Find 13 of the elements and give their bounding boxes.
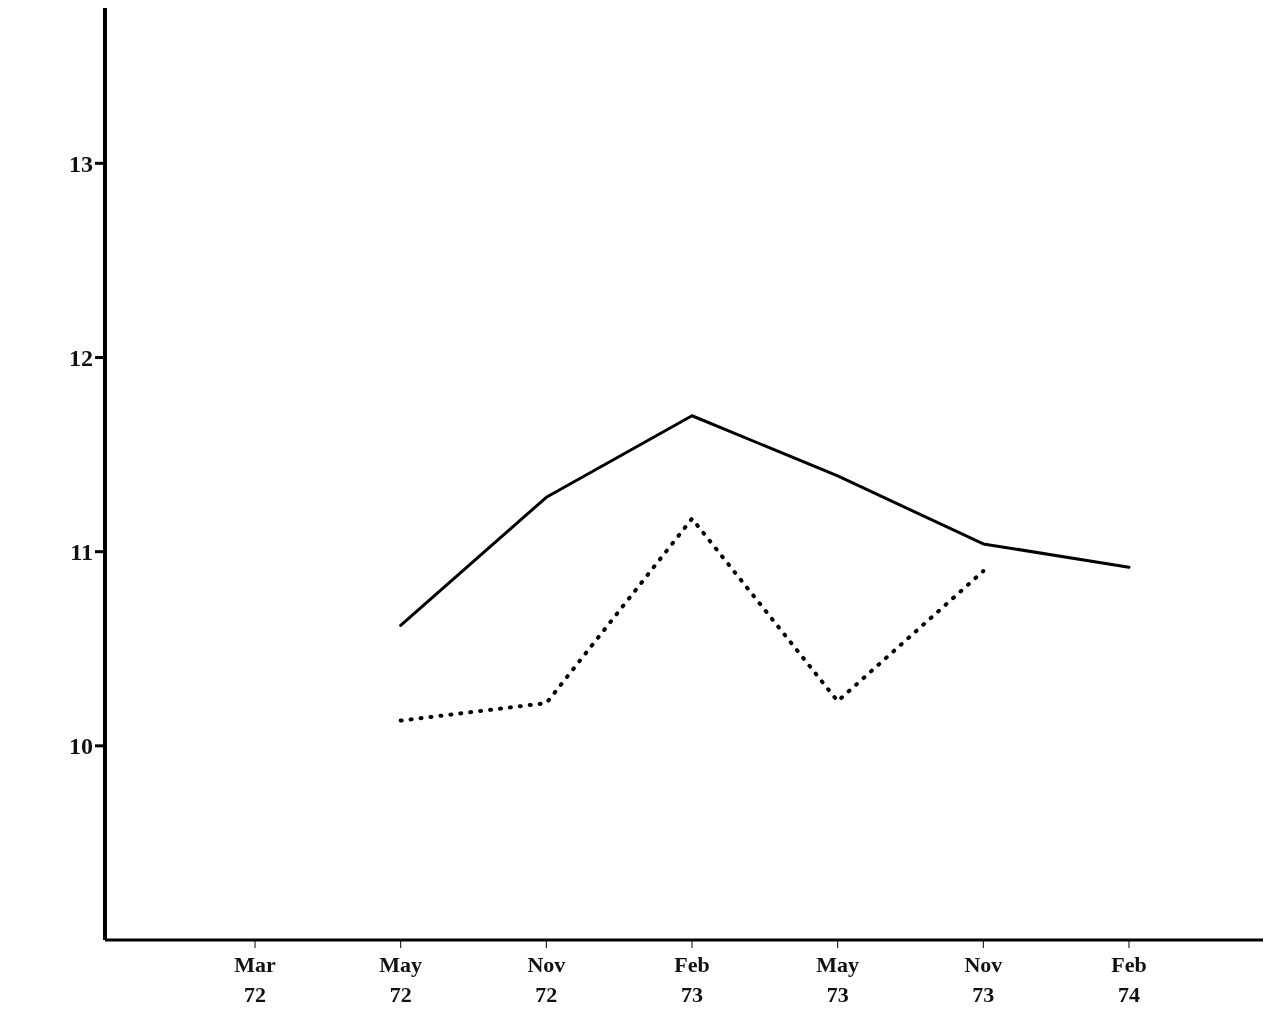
y-tick-label: 10 [69,733,93,760]
line-series [399,414,1131,627]
y-tick-label: 13 [69,150,93,177]
x-tick-label: May 73 [816,952,860,1007]
line-series [398,516,986,723]
x-tick-label: Feb 74 [1111,952,1147,1007]
x-tick-label: Mar 72 [234,952,277,1007]
x-tick-label: May 72 [379,952,423,1007]
y-tick-label: 11 [70,539,93,566]
x-tick-label: Feb 73 [674,952,710,1007]
x-tick-label: Nov 72 [527,952,566,1007]
y-tick-label: 12 [69,345,93,372]
x-tick-label: Nov 73 [964,952,1003,1007]
